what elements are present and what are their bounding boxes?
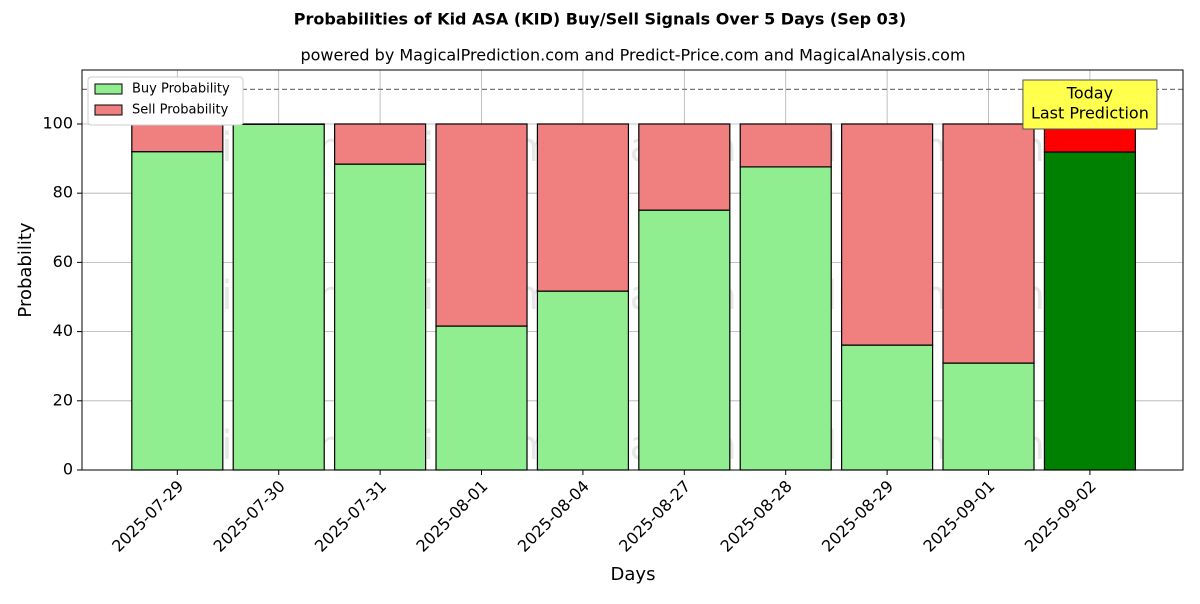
bar-segment xyxy=(436,124,527,326)
y-tick-label: 60 xyxy=(53,252,73,271)
x-tick-label: 2025-07-31 xyxy=(311,477,390,556)
y-axis-label: Probability xyxy=(15,222,36,317)
x-tick-label: 2025-08-27 xyxy=(615,477,694,556)
annotation-text: Today xyxy=(1066,84,1113,103)
y-tick-label: 0 xyxy=(63,460,73,479)
bar-segment xyxy=(639,124,730,210)
x-tick-label: 2025-09-02 xyxy=(1021,477,1100,556)
y-tick-label: 40 xyxy=(53,321,73,340)
legend-swatch xyxy=(95,84,122,94)
bar-segment xyxy=(1044,152,1135,470)
bar-segment xyxy=(943,124,1034,363)
bar-segment xyxy=(537,124,628,291)
bar-segment xyxy=(740,167,831,470)
x-tick-label: 2025-08-04 xyxy=(514,477,593,556)
bar-segment xyxy=(335,124,426,164)
x-tick-label: 2025-07-30 xyxy=(210,477,289,556)
x-axis-label: Days xyxy=(611,564,656,585)
y-tick-label: 100 xyxy=(42,113,73,132)
y-tick-label: 80 xyxy=(53,183,73,202)
x-tick-label: 2025-08-01 xyxy=(412,477,491,556)
bar-segment xyxy=(740,124,831,167)
bar-segment xyxy=(842,345,933,470)
bar-segment xyxy=(132,124,223,152)
bar-segment xyxy=(842,124,933,345)
bar-segment xyxy=(132,152,223,470)
bar-segment xyxy=(537,291,628,470)
legend-swatch xyxy=(95,105,122,115)
y-tick-label: 20 xyxy=(53,390,73,409)
chart-title: Probabilities of Kid ASA (KID) Buy/Sell … xyxy=(294,10,906,29)
x-tick-label: 2025-07-29 xyxy=(108,477,187,556)
bar-segment xyxy=(943,363,1034,470)
legend-label: Buy Probability xyxy=(132,82,230,97)
annotation-text: Last Prediction xyxy=(1031,104,1149,123)
bar-segment xyxy=(233,124,324,470)
bar-segment xyxy=(639,210,730,470)
chart-subtitle: powered by MagicalPrediction.com and Pre… xyxy=(300,46,965,65)
x-tick-label: 2025-08-29 xyxy=(818,477,897,556)
legend-label: Sell Probability xyxy=(132,103,229,118)
x-tick-label: 2025-08-28 xyxy=(717,477,796,556)
bar-segment xyxy=(335,164,426,470)
bar-segment xyxy=(436,326,527,470)
x-tick-label: 2025-09-01 xyxy=(919,477,998,556)
